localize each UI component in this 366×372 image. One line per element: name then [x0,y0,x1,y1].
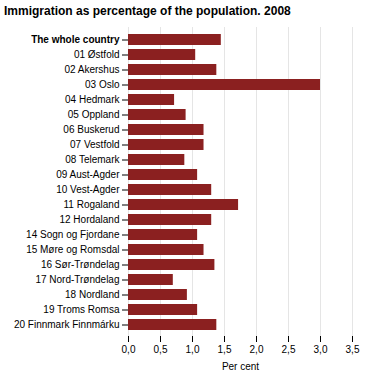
svg-text:3,0: 3,0 [314,344,328,355]
svg-text:1,0: 1,0 [186,344,200,355]
svg-text:18 Nordland: 18 Nordland [65,289,119,300]
svg-text:08 Telemark: 08 Telemark [65,154,120,165]
svg-text:10 Vest-Agder: 10 Vest-Agder [56,184,120,195]
svg-text:09 Aust-Agder: 09 Aust-Agder [56,169,120,180]
svg-text:02 Akershus: 02 Akershus [64,64,119,75]
svg-text:The whole country: The whole country [31,34,120,45]
svg-text:2,5: 2,5 [282,344,296,355]
html-text:Immigration as percentage of t: Immigration as percentage of the populat… [4,4,291,18]
svg-text:05 Oppland: 05 Oppland [68,109,120,120]
svg-text:17 Nord-Trøndelag: 17 Nord-Trøndelag [35,274,119,285]
svg-text:01 Østfold: 01 Østfold [74,49,120,60]
svg-text:15 Møre og Romsdal: 15 Møre og Romsdal [26,244,119,255]
svg-text:11 Rogaland: 11 Rogaland [64,199,120,210]
svg-text:06 Buskerud: 06 Buskerud [63,124,119,135]
svg-text:14 Sogn og Fjordane: 14 Sogn og Fjordane [26,229,120,240]
svg-text:0,0: 0,0 [122,344,136,355]
svg-text:1,5: 1,5 [218,344,232,355]
svg-text:12 Hordaland: 12 Hordaland [59,214,119,225]
svg-text:Per cent: Per cent [222,361,259,372]
svg-text:16 Sør-Trøndelag: 16 Sør-Trøndelag [41,259,120,270]
svg-text:3,5: 3,5 [346,344,360,355]
svg-text:04 Hedmark: 04 Hedmark [65,94,120,105]
svg-text:2,0: 2,0 [250,344,264,355]
svg-text:20 Finnmark Finnmárku: 20 Finnmark Finnmárku [14,319,120,330]
svg-text:0,5: 0,5 [154,344,168,355]
svg-text:07 Vestfold: 07 Vestfold [70,139,119,150]
svg-text:19 Troms Romsa: 19 Troms Romsa [43,304,120,315]
svg-text:03 Oslo: 03 Oslo [85,79,120,90]
